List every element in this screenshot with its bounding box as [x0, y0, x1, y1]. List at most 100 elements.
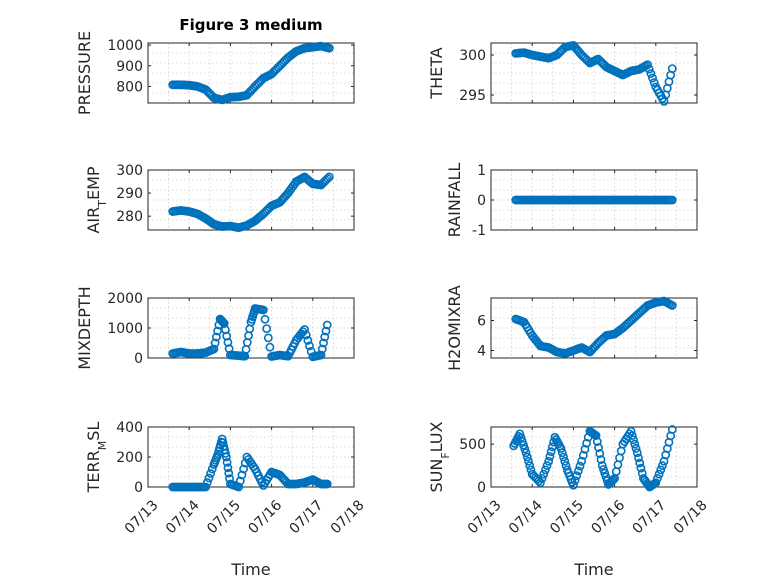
data-point: [572, 471, 582, 481]
data-point: [667, 425, 677, 434]
data-point: [234, 482, 244, 492]
subplot-rainfall: -1 0 1 RAINFALL: [445, 163, 698, 239]
data-point: [323, 174, 333, 183]
x-tick-label: 07/16: [588, 497, 628, 537]
y-tick-label: 6: [477, 314, 486, 330]
data-point: [560, 456, 570, 466]
y-tick-label: 300: [116, 163, 143, 179]
x-axis-label-left: Time: [230, 560, 270, 579]
data-point: [591, 431, 601, 440]
data-point: [580, 444, 590, 454]
data-point: [223, 463, 233, 473]
axes-frame: [147, 169, 355, 231]
data-point: [544, 456, 554, 466]
data-point: [201, 482, 211, 492]
data-point: [202, 478, 212, 487]
data-point: [260, 314, 270, 324]
data-point: [222, 457, 232, 467]
y-axis-label: AIRTEMP: [84, 166, 109, 233]
data-point: [601, 472, 611, 482]
x-tick-label: 07/17: [287, 497, 327, 537]
y-tick-label: 300: [459, 48, 486, 64]
axes-frame: [490, 426, 698, 488]
subplot-pressure: 800 900 1000 PRESSURE: [75, 31, 355, 115]
y-axis-label: MIXDEPTH: [75, 286, 94, 369]
data-point: [596, 455, 606, 464]
data-point: [577, 456, 587, 466]
data-point: [654, 469, 664, 479]
data-point: [320, 332, 330, 342]
data-point: [667, 64, 677, 73]
data-point: [599, 464, 608, 474]
y-tick-label: 2000: [107, 291, 143, 307]
y-tick-label: 0: [477, 193, 486, 209]
data-point: [630, 439, 640, 449]
y-tick-label: 0: [134, 480, 143, 496]
data-point: [570, 476, 580, 485]
data-point: [242, 338, 252, 347]
data-point: [595, 449, 605, 458]
y-tick-label: 400: [116, 420, 143, 436]
x-tick-label: 07/14: [163, 497, 203, 537]
data-point: [221, 452, 231, 462]
data-point: [667, 301, 677, 310]
data-point: [627, 431, 637, 440]
subplot-air-temp: 280 290 300 AIRTEMP: [84, 163, 355, 234]
x-tick-label: 07/17: [630, 497, 670, 537]
y-tick-label: 800: [116, 79, 143, 95]
y-axis-label: PRESSURE: [75, 31, 94, 115]
data-point: [263, 333, 273, 343]
data-point: [210, 338, 220, 348]
data-point: [561, 461, 571, 470]
axes-frame: [490, 42, 698, 104]
y-axis-label: SUNFLUX: [427, 421, 452, 492]
data-point: [631, 444, 641, 453]
data-point: [516, 433, 526, 443]
data-point: [651, 478, 661, 488]
axes-frame: [490, 297, 698, 359]
data-point: [245, 324, 255, 334]
data-point: [322, 320, 332, 330]
x-tick-label: 07/13: [465, 497, 505, 537]
data-point: [515, 429, 525, 439]
data-point: [646, 69, 656, 78]
subplot-h2omixra: 4 6 H2OMIXRA: [445, 285, 698, 371]
x-tick-label: 07/18: [328, 497, 368, 537]
data-point: [657, 461, 667, 470]
y-axis-label: THETA: [427, 47, 446, 99]
data-point: [324, 43, 334, 53]
y-tick-label: 280: [116, 209, 143, 225]
data-point: [522, 452, 532, 462]
data-point: [316, 350, 326, 360]
axes-frame: [147, 42, 355, 104]
data-point: [656, 465, 666, 475]
data-point: [613, 460, 623, 470]
y-tick-label: 4: [477, 344, 486, 360]
data-point: [524, 456, 533, 466]
data-point: [635, 458, 645, 468]
y-tick-label: 1000: [107, 321, 143, 337]
data-point: [608, 475, 618, 485]
y-axis-label: RAINFALL: [445, 163, 464, 238]
x-tick-label: 07/15: [204, 497, 244, 537]
subplot-terr-msl: 07/13 07/14 07/15 07/16 07/17 07/18 0 200 400 TER…: [84, 420, 368, 537]
data-point: [265, 342, 275, 352]
data-point: [649, 78, 659, 87]
data-point: [597, 461, 607, 470]
y-tick-label: 500: [459, 437, 486, 453]
x-axis-label-right: Time: [573, 560, 613, 579]
data-point: [520, 444, 530, 454]
data-point: [206, 469, 216, 478]
data-point: [301, 330, 311, 340]
data-point: [648, 73, 657, 83]
data-point: [582, 438, 591, 448]
subplot-mixdepth: 0 1000 2000 MIXDEPTH: [75, 286, 355, 370]
data-point: [540, 465, 550, 475]
data-point: [611, 467, 621, 476]
subplot-sun-flux: 07/13 07/14 07/15 07/16 07/17 07/18 0 500 SUNFLU…: [427, 421, 711, 537]
x-tick-label: 07/14: [506, 497, 546, 537]
data-point: [546, 447, 556, 457]
y-tick-label: 200: [116, 450, 143, 466]
x-tick-label: 07/16: [245, 497, 285, 537]
